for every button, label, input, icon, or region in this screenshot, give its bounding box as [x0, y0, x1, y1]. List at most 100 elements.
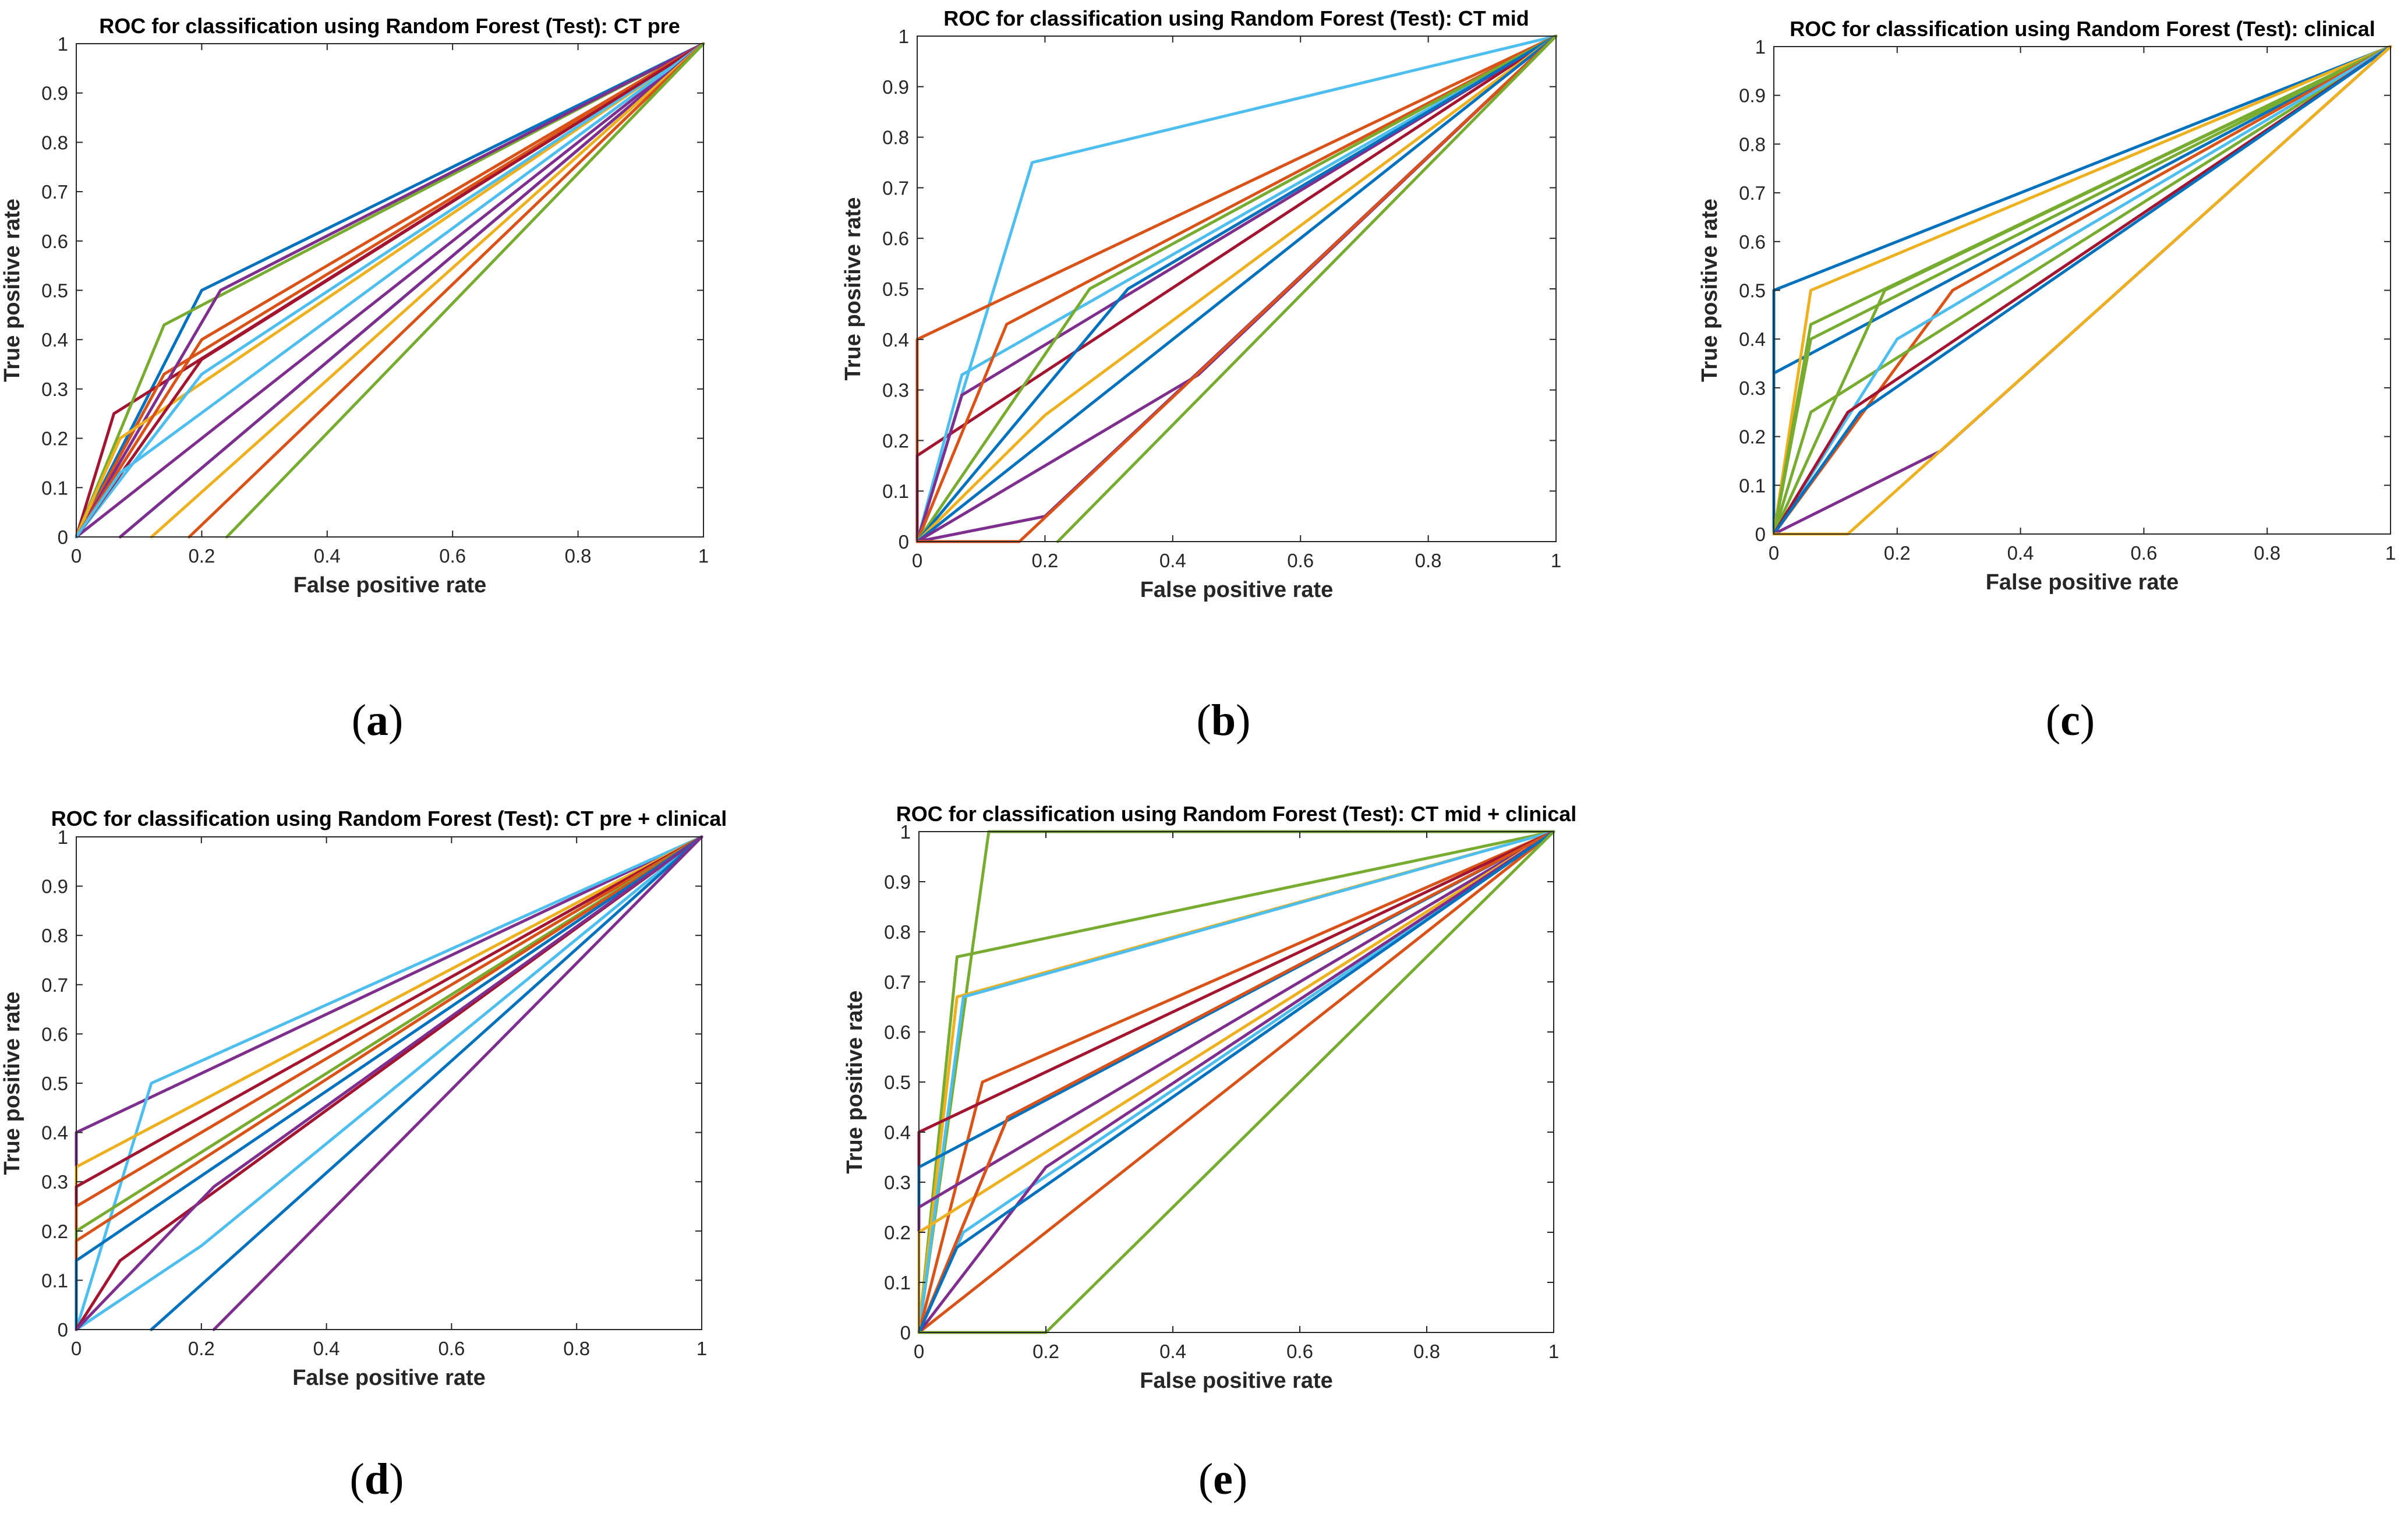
x-tick-label: 0.4	[313, 1338, 340, 1359]
x-axis-label: False positive rate	[1140, 1369, 1333, 1393]
panel-caption: (c)	[2046, 696, 2095, 745]
x-tick-label: 0	[1769, 542, 1779, 564]
x-tick-label: 0.4	[314, 545, 341, 567]
y-tick-label: 0.7	[41, 181, 68, 203]
roc-curve-2	[917, 830, 1555, 1334]
y-tick-label: 0.4	[882, 329, 909, 351]
y-tick-label: 0.7	[41, 974, 68, 996]
roc-curve-7	[1772, 45, 2392, 536]
plot-area	[76, 837, 702, 1330]
roc-curve-16	[225, 42, 705, 539]
y-tick-label: 0.1	[1739, 475, 1766, 496]
roc-curve-7	[75, 42, 705, 539]
x-tick-label: 0.8	[565, 545, 592, 567]
x-axis-label: False positive rate	[1986, 570, 2179, 595]
y-tick-label: 0.8	[41, 132, 68, 153]
roc-curve-9	[75, 42, 705, 539]
y-tick-label: 0.1	[41, 1270, 68, 1291]
x-tick-label: 0.8	[1413, 1341, 1440, 1362]
x-tick-label: 0.4	[1159, 550, 1186, 571]
y-tick-label: 0.8	[882, 127, 909, 149]
y-tick-label: 0.7	[882, 177, 909, 199]
roc-panel-e: 0 0.2 0.4 0.6 0.8 1 0 0.1 0.2 0.3 0.4 0.5 0.6 0.7 0.8 0…	[843, 802, 1576, 1504]
x-tick-label: 0.2	[1031, 550, 1058, 571]
y-tick-label: 0.3	[41, 1171, 68, 1193]
roc-curve-9	[75, 835, 703, 1331]
roc-curve-11	[1772, 45, 2392, 536]
roc-curve-7	[915, 34, 1558, 543]
roc-curve-8	[915, 34, 1558, 543]
x-tick-label: 0.8	[2254, 542, 2280, 564]
y-tick-label: 0.9	[882, 76, 909, 98]
x-tick-label: 1	[696, 1338, 707, 1359]
y-tick-label: 0.6	[41, 1023, 68, 1045]
y-tick-label: 0	[1755, 524, 1766, 545]
roc-curve-3	[1772, 45, 2392, 536]
x-tick-label: 0.2	[1032, 1341, 1059, 1362]
y-axis-label: True positive rate	[843, 991, 867, 1174]
y-tick-label: 1	[58, 826, 68, 848]
y-tick-label: 0.2	[41, 428, 68, 450]
y-tick-label: 0.9	[41, 876, 68, 897]
y-tick-label: 1	[1755, 36, 1766, 58]
roc-curve-2	[75, 835, 703, 1331]
y-tick-label: 0.2	[1739, 426, 1766, 448]
y-axis-label: True positive rate	[841, 197, 865, 381]
roc-curve-11	[75, 42, 705, 539]
y-tick-label: 1	[899, 26, 909, 47]
x-tick-label: 1	[1548, 1341, 1559, 1362]
y-tick-label: 0.7	[1739, 182, 1766, 204]
roc-panel-a: 0 0.2 0.4 0.6 0.8 1 0 0.1 0.2 0.3 0.4 0.5 0.6 0.7 0.8 0…	[0, 14, 709, 745]
y-tick-label: 0	[899, 531, 909, 553]
y-tick-label: 0	[900, 1322, 911, 1344]
roc-curve-10	[75, 835, 703, 1331]
roc-curve-5	[1772, 45, 2392, 536]
x-axis-label: False positive rate	[292, 1366, 486, 1390]
y-tick-label: 0.3	[1739, 377, 1766, 399]
y-tick-label: 0	[58, 1319, 68, 1341]
y-tick-label: 0.2	[882, 430, 909, 451]
panel-caption: (d)	[350, 1455, 404, 1504]
y-tick-label: 0.8	[884, 921, 911, 943]
y-tick-label: 0.1	[41, 477, 68, 499]
roc-panel-c: 0 0.2 0.4 0.6 0.8 1 0 0.1 0.2 0.3 0.4 0.5 0.6 0.7 0.8 0…	[1698, 17, 2396, 745]
y-tick-label: 1	[900, 821, 911, 843]
y-tick-label: 0.6	[1739, 231, 1766, 253]
x-tick-label: 0.8	[563, 1338, 590, 1359]
x-tick-label: 0	[912, 550, 922, 571]
roc-curve-3	[75, 42, 705, 539]
roc-curve-9	[915, 34, 1558, 543]
roc-curve-12	[917, 830, 1555, 1334]
y-tick-label: 0.8	[41, 925, 68, 946]
y-tick-label: 0.3	[882, 380, 909, 401]
x-tick-label: 0.6	[438, 1338, 465, 1359]
plot-area	[1774, 47, 2391, 534]
y-tick-label: 0.9	[884, 871, 911, 893]
roc-curve-14	[917, 830, 1555, 1334]
roc-curve-14	[150, 42, 705, 539]
roc-curve-4	[915, 34, 1558, 543]
y-tick-label: 0.3	[884, 1172, 911, 1193]
roc-panel-b: 0 0.2 0.4 0.6 0.8 1 0 0.1 0.2 0.3 0.4 0.5 0.6 0.7 0.8 0…	[841, 6, 1561, 745]
x-tick-label: 0.6	[2130, 542, 2157, 564]
roc-curve-6	[1772, 45, 2392, 536]
x-tick-label: 1	[2385, 542, 2396, 564]
x-tick-label: 0	[71, 1338, 82, 1359]
roc-curve-15	[917, 830, 1555, 1334]
panel-caption: (a)	[352, 696, 404, 745]
roc-curve-4	[917, 830, 1555, 1334]
x-axis-label: False positive rate	[1140, 578, 1334, 602]
roc-curve-6	[915, 34, 1558, 543]
roc-curve-8	[75, 42, 705, 539]
y-tick-label: 0.1	[884, 1272, 911, 1293]
y-tick-label: 0.5	[41, 280, 68, 302]
roc-curve-14	[1056, 34, 1558, 543]
y-tick-label: 0.7	[884, 971, 911, 993]
x-axis-label: False positive rate	[294, 573, 487, 598]
x-tick-label: 0.8	[1415, 550, 1442, 571]
roc-panel-d: 0 0.2 0.4 0.6 0.8 1 0 0.1 0.2 0.3 0.4 0.5 0.6 0.7 0.8 0…	[0, 807, 727, 1504]
x-tick-label: 1	[698, 545, 709, 567]
x-tick-label: 0.4	[1159, 1341, 1186, 1362]
y-tick-label: 0.3	[41, 379, 68, 400]
